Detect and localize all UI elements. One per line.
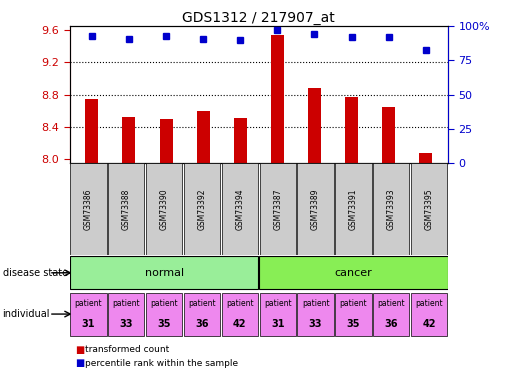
Text: percentile rank within the sample: percentile rank within the sample [85, 358, 238, 368]
Bar [184, 163, 220, 255]
Bar [221, 163, 258, 255]
Bar [123, 117, 135, 163]
Text: GSM73392: GSM73392 [198, 188, 207, 230]
Bar [234, 118, 247, 163]
Bar [382, 107, 395, 163]
Text: cancer: cancer [335, 268, 372, 278]
Text: patient: patient [415, 299, 443, 308]
Text: GSM73386: GSM73386 [84, 188, 93, 230]
Text: patient: patient [264, 299, 291, 308]
Bar [146, 292, 182, 336]
Text: patient: patient [377, 299, 405, 308]
Text: GSM73395: GSM73395 [425, 188, 434, 230]
Title: GDS1312 / 217907_at: GDS1312 / 217907_at [182, 11, 335, 25]
Bar [259, 256, 448, 289]
Bar [70, 292, 107, 336]
Text: 36: 36 [385, 320, 398, 329]
Bar [335, 292, 372, 336]
Bar [184, 292, 220, 336]
Text: individual: individual [3, 309, 50, 319]
Text: 42: 42 [233, 320, 247, 329]
Text: patient: patient [339, 299, 367, 308]
Bar [85, 99, 98, 163]
Bar [335, 163, 372, 255]
Bar [373, 292, 409, 336]
Bar [271, 35, 284, 163]
Text: GSM73387: GSM73387 [273, 188, 282, 230]
Bar [197, 111, 210, 163]
Text: GSM73393: GSM73393 [387, 188, 396, 230]
Text: patient: patient [75, 299, 102, 308]
Text: patient: patient [112, 299, 140, 308]
Text: 31: 31 [82, 320, 95, 329]
Bar [70, 163, 107, 255]
Bar [160, 119, 173, 163]
Text: patient: patient [226, 299, 254, 308]
Text: GSM73391: GSM73391 [349, 188, 358, 230]
Text: 35: 35 [158, 320, 171, 329]
Bar [70, 256, 259, 289]
Text: 33: 33 [119, 320, 133, 329]
Text: disease state: disease state [3, 268, 67, 278]
Bar [297, 292, 334, 336]
Bar [411, 163, 448, 255]
Bar [108, 163, 145, 255]
Text: 33: 33 [309, 320, 322, 329]
Text: ■: ■ [75, 358, 84, 368]
Bar [221, 292, 258, 336]
Bar [345, 97, 358, 163]
Bar [411, 292, 448, 336]
Bar [108, 292, 145, 336]
Bar [308, 88, 321, 163]
Text: patient: patient [150, 299, 178, 308]
Text: 35: 35 [347, 320, 360, 329]
Bar [260, 163, 296, 255]
Text: ■: ■ [75, 345, 84, 354]
Text: patient: patient [302, 299, 330, 308]
Text: GSM73388: GSM73388 [122, 188, 131, 230]
Bar [373, 163, 409, 255]
Bar [260, 292, 296, 336]
Text: transformed count: transformed count [85, 345, 169, 354]
Text: patient: patient [188, 299, 216, 308]
Text: 36: 36 [195, 320, 209, 329]
Text: normal: normal [145, 268, 184, 278]
Text: GSM73389: GSM73389 [311, 188, 320, 230]
Text: GSM73390: GSM73390 [160, 188, 168, 230]
Text: 31: 31 [271, 320, 284, 329]
Bar [297, 163, 334, 255]
Bar [419, 153, 432, 163]
Text: 42: 42 [422, 320, 436, 329]
Text: GSM73394: GSM73394 [235, 188, 244, 230]
Bar [146, 163, 182, 255]
